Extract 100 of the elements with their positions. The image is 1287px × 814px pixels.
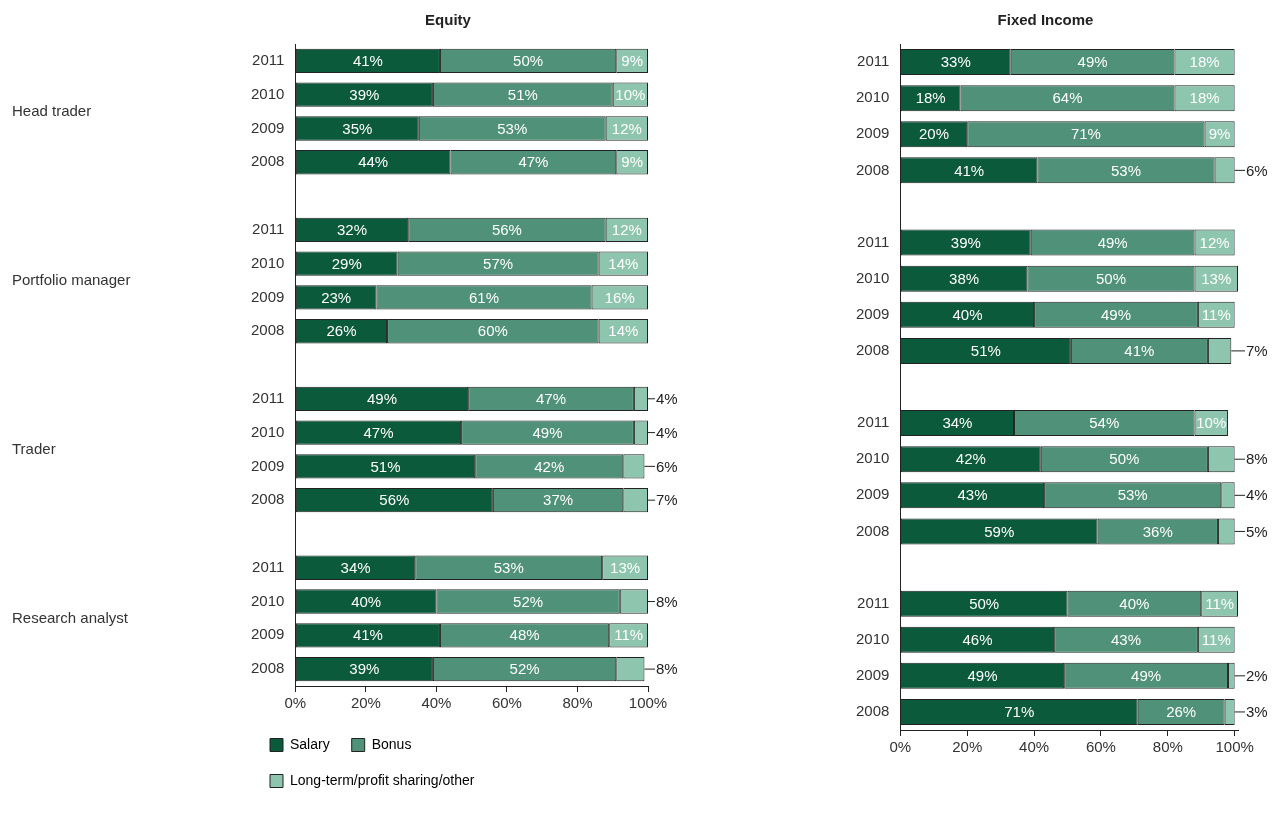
y-tick-label: 2010 [250, 591, 285, 609]
data-label: 49% [1077, 53, 1108, 71]
x-tick-label: 60% [491, 694, 522, 712]
y-tick-label: 2010 [250, 84, 285, 102]
data-label: 54% [1089, 414, 1120, 432]
x-tick-label: 20% [952, 738, 983, 756]
data-label: 39% [349, 85, 380, 103]
y-tick-label: 2011 [252, 388, 285, 406]
data-label: 12% [611, 220, 642, 238]
data-label: 60% [477, 322, 508, 340]
data-label: 52% [509, 660, 540, 678]
data-label: 12% [611, 119, 642, 137]
y-tick-label: 2010 [855, 629, 890, 647]
data-label: 8% [1246, 450, 1268, 468]
data-label: 18% [915, 89, 946, 107]
data-label: 7% [656, 491, 678, 509]
data-label: 40% [1119, 594, 1150, 612]
y-tick-label: 2011 [857, 413, 890, 431]
data-label: 9% [621, 153, 643, 171]
y-tick-label: 2009 [855, 304, 890, 322]
data-label: 41% [1124, 342, 1155, 360]
data-label: 50% [1109, 450, 1140, 468]
data-label: 7% [1246, 342, 1268, 360]
text: Head trader [12, 101, 92, 119]
data-label: 49% [532, 423, 563, 441]
y-tick-label: 2009 [250, 456, 285, 474]
y-tick-label: 2008 [855, 521, 890, 539]
y-tick-label: 2011 [857, 593, 890, 611]
x-tick-label: 0% [889, 738, 912, 756]
data-label: 36% [1142, 522, 1173, 540]
data-label: 44% [358, 153, 389, 171]
data-label: 42% [955, 450, 986, 468]
text: Portfolio manager [12, 270, 131, 288]
y-tick-label: 2010 [855, 88, 890, 106]
data-label: 53% [1111, 161, 1142, 179]
x-tick-label: 80% [1152, 738, 1183, 756]
data-label: 39% [950, 233, 981, 251]
data-label: 13% [1201, 269, 1232, 287]
y-tick-label: 2010 [855, 268, 890, 286]
data-label: 35% [342, 119, 373, 137]
data-label: 51% [970, 342, 1001, 360]
y-tick-label: 2008 [250, 490, 285, 508]
data-label: 10% [615, 85, 646, 103]
data-label: 53% [1117, 486, 1148, 504]
data-label: 18% [1189, 89, 1220, 107]
data-label: 56% [491, 220, 522, 238]
data-label: 71% [1070, 125, 1101, 143]
data-label: 64% [1052, 89, 1083, 107]
data-label: 53% [493, 558, 524, 576]
y-tick-label: 2009 [855, 124, 890, 142]
data-label: 41% [352, 626, 383, 644]
data-label: 23% [321, 288, 352, 306]
y-tick-label: 2010 [855, 449, 890, 467]
data-label: 5% [1246, 522, 1268, 540]
data-label: 53% [497, 119, 528, 137]
data-label: 49% [1100, 305, 1131, 323]
data-label: 26% [326, 322, 357, 340]
data-label: 50% [969, 594, 1000, 612]
data-label: 41% [352, 52, 383, 70]
data-label: 8% [656, 592, 678, 610]
data-label: 50% [1095, 269, 1126, 287]
data-label: 11% [1201, 630, 1231, 648]
data-label: 26% [1166, 703, 1197, 721]
data-label: 2% [1246, 666, 1268, 684]
legend-label: Bonus [371, 735, 412, 752]
data-label: 32% [337, 220, 368, 238]
text: Trader [12, 439, 56, 457]
data-label: 38% [949, 269, 980, 287]
y-tick-label: 2011 [252, 219, 285, 237]
legend-label: Salary [290, 735, 330, 752]
data-label: 51% [370, 457, 401, 475]
y-tick-label: 2008 [855, 160, 890, 178]
data-label: 16% [604, 288, 635, 306]
chart-title: Equity [425, 11, 472, 29]
x-tick-label: 100% [628, 694, 668, 712]
y-tick-label: 2011 [857, 52, 890, 70]
data-label: 40% [351, 592, 382, 610]
data-label: 40% [952, 305, 983, 323]
data-label: 47% [518, 153, 549, 171]
data-label: 11% [1201, 305, 1231, 323]
data-label: 6% [1246, 161, 1268, 179]
data-label: 56% [379, 491, 410, 509]
data-label: 48% [509, 626, 540, 644]
x-tick-label: 0% [284, 694, 307, 712]
chart-title: Fixed Income [997, 11, 1094, 29]
x-tick-label: 40% [421, 694, 452, 712]
data-label: 47% [363, 423, 394, 441]
data-label: 34% [942, 414, 973, 432]
data-label: 6% [656, 457, 678, 475]
data-label: 8% [656, 660, 678, 678]
x-tick-label: 60% [1085, 738, 1116, 756]
data-label: 12% [1199, 233, 1230, 251]
data-label: 42% [534, 457, 565, 475]
data-label: 33% [940, 53, 971, 71]
data-label: 52% [513, 592, 544, 610]
data-label: 37% [543, 491, 574, 509]
data-label: 29% [331, 254, 362, 272]
y-tick-label: 2011 [252, 51, 285, 69]
y-tick-label: 2011 [252, 557, 285, 575]
y-tick-label: 2008 [855, 702, 890, 720]
